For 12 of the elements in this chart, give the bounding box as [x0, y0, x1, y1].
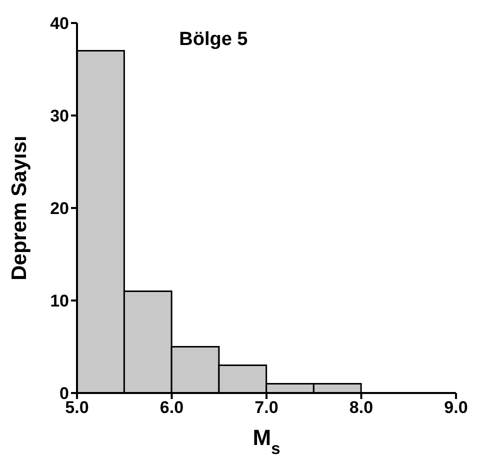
y-tick-label: 40: [50, 14, 69, 34]
y-tick-label: 20: [50, 199, 69, 218]
x-tick-label: 8.0: [349, 398, 374, 418]
chart-title: Bölge 5: [179, 29, 248, 50]
y-tick-label: 30: [50, 106, 69, 126]
x-axis-title: M$_{s}$: [252, 425, 280, 458]
x-tick-label: 6.0: [160, 398, 184, 418]
x-tick-label: 7.0: [254, 398, 278, 418]
x-tick-label: 9.0: [444, 398, 468, 418]
x-tick-label: 5.0: [65, 398, 89, 418]
y-tick-label: 10: [50, 292, 69, 311]
y-axis-title: Deprem Sayısı: [8, 136, 31, 280]
